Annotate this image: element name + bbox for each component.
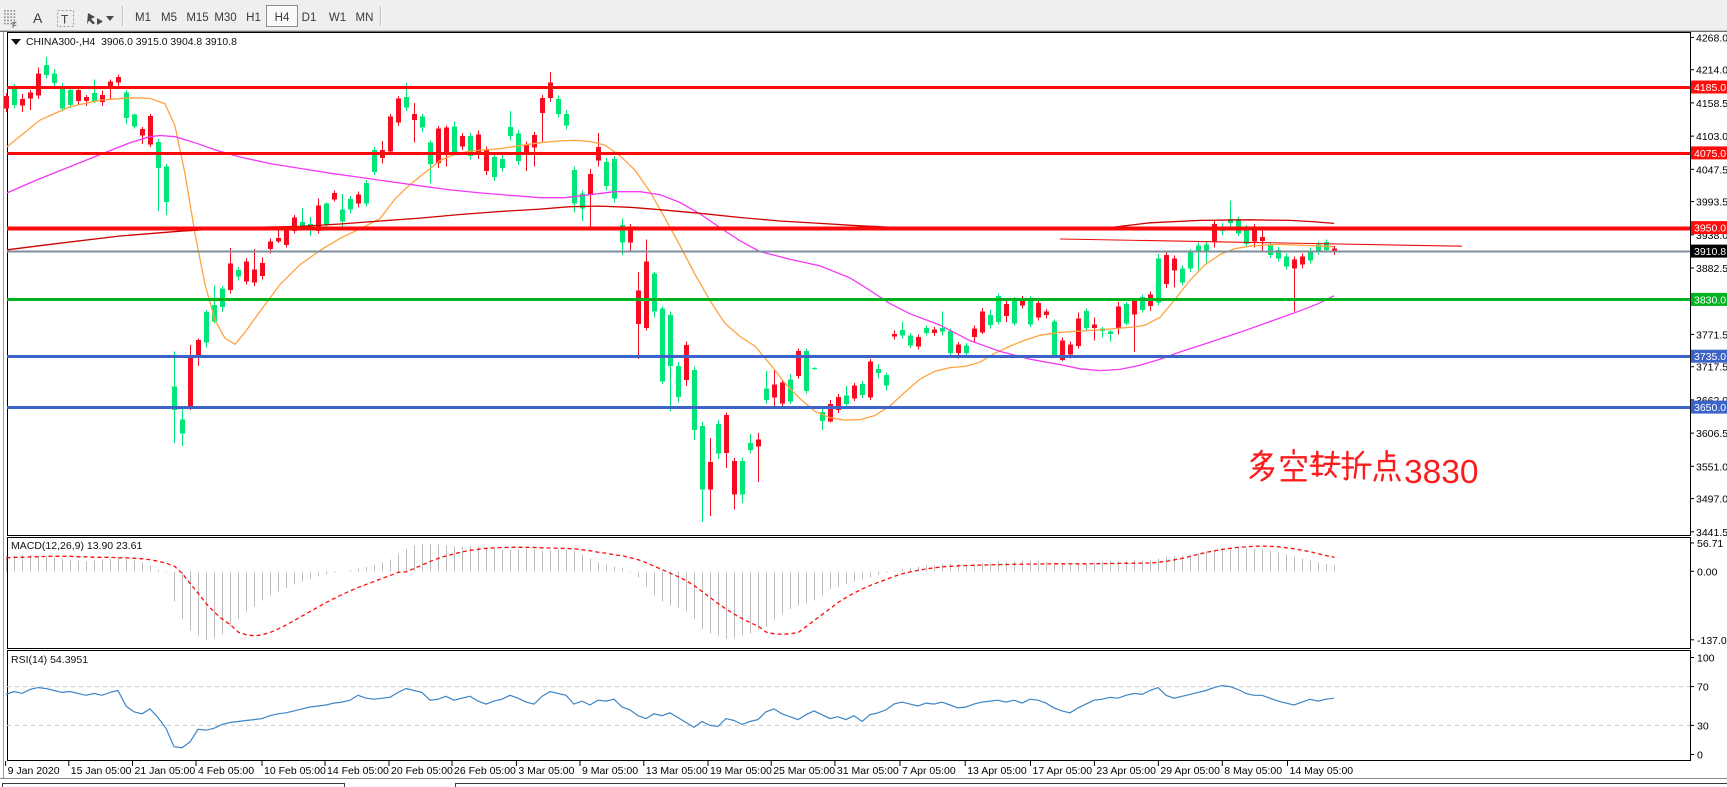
svg-text:M1: M1: [135, 12, 151, 24]
svg-text:3771.5: 3771.5: [1696, 329, 1727, 341]
svg-text:3606.5: 3606.5: [1696, 428, 1727, 440]
svg-text:MN: MN: [356, 12, 374, 24]
svg-text:D1: D1: [302, 12, 317, 24]
svg-text:14 May 05:00: 14 May 05:00: [1290, 765, 1354, 777]
svg-text:0: 0: [1697, 750, 1703, 762]
svg-text:3910.8: 3910.8: [1694, 246, 1726, 258]
svg-text:3950.0: 3950.0: [1694, 223, 1726, 235]
svg-text:M5: M5: [161, 12, 177, 24]
svg-text:17 Apr 05:00: 17 Apr 05:00: [1033, 765, 1093, 777]
svg-text:0.00: 0.00: [1697, 566, 1718, 578]
svg-text:H4: H4: [275, 12, 290, 24]
svg-text:8 May 05:00: 8 May 05:00: [1224, 765, 1282, 777]
svg-text:15 Jan 05:00: 15 Jan 05:00: [71, 765, 132, 777]
svg-text:4214.0: 4214.0: [1696, 65, 1727, 77]
svg-text:CHINA300-,H4 3906.0 3915.0 39: CHINA300-,H4 3906.0 3915.0 3904.8 3910.8: [26, 37, 237, 48]
svg-text:4158.5: 4158.5: [1696, 98, 1727, 110]
svg-text:100: 100: [1697, 653, 1715, 665]
svg-text:19 Mar 05:00: 19 Mar 05:00: [710, 765, 772, 777]
svg-text:30: 30: [1697, 720, 1709, 732]
svg-text:9 Jan 2020: 9 Jan 2020: [8, 765, 60, 777]
svg-text:3735.0: 3735.0: [1694, 351, 1726, 363]
svg-text:14 Feb 05:00: 14 Feb 05:00: [327, 765, 389, 777]
svg-text:RSI(14) 54.3951: RSI(14) 54.3951: [11, 654, 88, 666]
svg-text:9 Mar 05:00: 9 Mar 05:00: [582, 765, 638, 777]
svg-text:3882.5: 3882.5: [1696, 263, 1727, 275]
svg-text:W1: W1: [329, 12, 346, 24]
svg-text:56.71: 56.71: [1697, 538, 1723, 550]
svg-text:70: 70: [1697, 682, 1709, 694]
svg-text:3717.5: 3717.5: [1696, 362, 1727, 374]
svg-text:T: T: [61, 13, 69, 27]
svg-text:3830: 3830: [1404, 454, 1479, 491]
svg-text:13 Mar 05:00: 13 Mar 05:00: [646, 765, 708, 777]
svg-text:4047.5: 4047.5: [1696, 164, 1727, 176]
svg-text:4075.0: 4075.0: [1694, 148, 1726, 160]
svg-text:3650.0: 3650.0: [1694, 402, 1726, 414]
svg-text:F: F: [12, 21, 17, 30]
svg-text:26 Feb 05:00: 26 Feb 05:00: [454, 765, 516, 777]
svg-text:4103.0: 4103.0: [1696, 131, 1727, 143]
svg-text:3497.0: 3497.0: [1696, 494, 1727, 506]
svg-text:23 Apr 05:00: 23 Apr 05:00: [1096, 765, 1156, 777]
svg-text:3 Mar 05:00: 3 Mar 05:00: [518, 765, 574, 777]
svg-text:7 Apr 05:00: 7 Apr 05:00: [902, 765, 956, 777]
svg-text:31 Mar 05:00: 31 Mar 05:00: [837, 765, 899, 777]
svg-text:MACD(12,26,9) 13.90 23.61: MACD(12,26,9) 13.90 23.61: [11, 540, 142, 552]
svg-text:H1: H1: [246, 12, 261, 24]
svg-text:M15: M15: [186, 12, 208, 24]
svg-text:M30: M30: [214, 12, 236, 24]
svg-text:3830.0: 3830.0: [1694, 294, 1726, 306]
svg-text:21 Jan 05:00: 21 Jan 05:00: [135, 765, 196, 777]
svg-text:-137.01: -137.01: [1697, 635, 1727, 647]
svg-text:20 Feb 05:00: 20 Feb 05:00: [391, 765, 453, 777]
svg-text:29 Apr 05:00: 29 Apr 05:00: [1160, 765, 1220, 777]
svg-text:25 Mar 05:00: 25 Mar 05:00: [773, 765, 835, 777]
svg-text:4185.0: 4185.0: [1694, 82, 1726, 94]
svg-text:4 Feb 05:00: 4 Feb 05:00: [198, 765, 254, 777]
svg-text:10 Feb 05:00: 10 Feb 05:00: [264, 765, 326, 777]
svg-text:3551.0: 3551.0: [1696, 461, 1727, 473]
svg-text:A: A: [33, 10, 43, 26]
svg-text:4268.0: 4268.0: [1696, 32, 1727, 44]
svg-text:3441.5: 3441.5: [1696, 527, 1727, 539]
svg-text:13 Apr 05:00: 13 Apr 05:00: [967, 765, 1027, 777]
svg-text:3993.5: 3993.5: [1696, 197, 1727, 209]
